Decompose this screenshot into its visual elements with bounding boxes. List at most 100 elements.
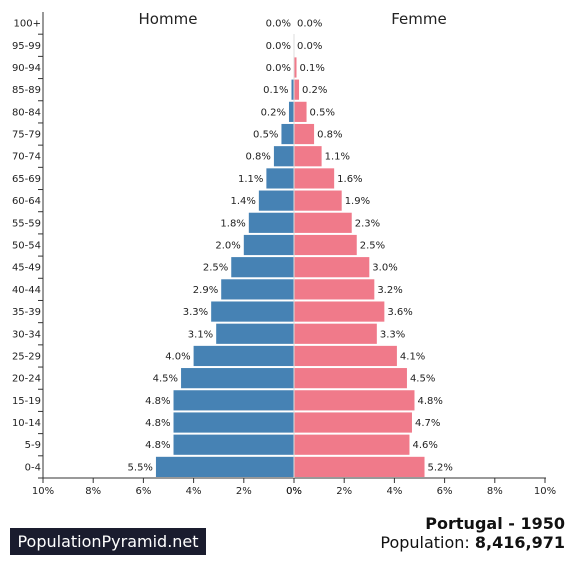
female-value-label: 4.8%	[417, 396, 442, 407]
female-value-label: 3.0%	[372, 263, 397, 274]
male-value-label: 1.8%	[220, 218, 245, 229]
age-label: 30-34	[12, 329, 41, 340]
male-value-label: 4.8%	[145, 396, 170, 407]
age-label: 55-59	[12, 218, 41, 229]
female-value-label: 5.2%	[428, 462, 453, 473]
male-bar	[155, 456, 294, 477]
male-bar	[291, 79, 294, 100]
male-value-label: 3.1%	[188, 329, 213, 340]
female-bar	[294, 101, 307, 122]
x-tick-label: 2%	[336, 486, 352, 497]
age-label: 10-14	[12, 418, 41, 429]
male-value-label: 0.8%	[246, 152, 271, 163]
male-bar	[266, 168, 294, 189]
x-tick-label: 10%	[534, 486, 556, 497]
male-bar	[211, 301, 294, 322]
male-value-label: 0.0%	[266, 41, 291, 52]
male-bar	[173, 434, 294, 455]
chart-title: Portugal - 1950	[425, 514, 565, 533]
brand-text: PopulationPyramid.net	[17, 532, 199, 551]
male-bar	[181, 368, 294, 389]
x-tick-label: 6%	[437, 486, 453, 497]
age-label: 100+	[14, 19, 41, 30]
female-value-label: 1.1%	[325, 152, 350, 163]
age-label: 25-29	[12, 351, 41, 362]
male-bar	[248, 212, 294, 233]
male-value-label: 4.8%	[145, 440, 170, 451]
female-value-label: 0.5%	[310, 107, 335, 118]
female-value-label: 3.6%	[387, 307, 412, 318]
age-label: 20-24	[12, 374, 41, 385]
female-bar	[294, 279, 375, 300]
brand-logo[interactable]: PopulationPyramid.net	[10, 528, 206, 555]
male-bar	[288, 101, 294, 122]
female-value-label: 3.3%	[380, 329, 405, 340]
male-value-label: 0.0%	[266, 63, 291, 74]
female-bar	[294, 146, 322, 167]
population-label: Population:	[380, 533, 470, 552]
x-tick-label: 10%	[32, 486, 54, 497]
male-value-label: 5.5%	[128, 462, 153, 473]
x-tick-label: 8%	[85, 486, 101, 497]
female-value-label: 2.3%	[355, 218, 380, 229]
female-bar	[294, 368, 407, 389]
male-bar	[273, 146, 294, 167]
x-tick-label: 4%	[386, 486, 402, 497]
population-value: 8,416,971	[474, 533, 565, 552]
female-bar	[294, 212, 352, 233]
female-value-label: 0.2%	[302, 85, 327, 96]
male-bar	[173, 412, 294, 433]
male-value-label: 0.5%	[253, 130, 278, 141]
x-tick-label: 4%	[186, 486, 202, 497]
age-label: 80-84	[12, 107, 41, 118]
x-tick-label: 2%	[236, 486, 252, 497]
female-value-label: 1.6%	[337, 174, 362, 185]
male-bar	[231, 257, 294, 278]
female-bar	[294, 323, 377, 344]
female-bar	[294, 301, 385, 322]
female-bar	[294, 456, 425, 477]
age-label: 85-89	[12, 85, 41, 96]
population-total: Population: 8,416,971	[380, 533, 565, 552]
male-value-label: 2.9%	[193, 285, 218, 296]
female-value-label: 0.0%	[297, 19, 322, 30]
age-label: 5-9	[25, 440, 41, 451]
x-tick-label: 8%	[487, 486, 503, 497]
female-value-label: 2.5%	[360, 241, 385, 252]
population-pyramid-chart: Homme Femme 100+ 0.0% 0.0% 95-99 0.0% 0.0% 90-94…	[12, 10, 556, 497]
age-label: 50-54	[12, 241, 41, 252]
female-bar	[294, 390, 415, 411]
male-value-label: 0.1%	[263, 85, 288, 96]
male-value-label: 1.1%	[238, 174, 263, 185]
female-bar	[294, 345, 397, 367]
x-tick-label: 0%	[286, 486, 302, 497]
male-bar	[173, 390, 294, 411]
age-label: 45-49	[12, 263, 41, 274]
female-value-label: 4.6%	[412, 440, 437, 451]
female-value-label: 4.5%	[410, 374, 435, 385]
male-value-label: 2.5%	[203, 263, 228, 274]
male-value-label: 4.5%	[153, 374, 178, 385]
right-header: Femme	[391, 10, 447, 28]
male-value-label: 0.2%	[261, 107, 286, 118]
male-value-label: 3.3%	[183, 307, 208, 318]
male-bar	[216, 323, 294, 344]
female-bar	[294, 234, 357, 256]
left-header: Homme	[139, 10, 198, 28]
age-label: 70-74	[12, 152, 41, 163]
age-label: 65-69	[12, 174, 41, 185]
female-value-label: 1.9%	[345, 196, 370, 207]
age-label: 35-39	[12, 307, 41, 318]
female-value-label: 4.1%	[400, 351, 425, 362]
female-bar	[294, 123, 315, 145]
female-value-label: 0.8%	[317, 130, 342, 141]
male-bar	[193, 345, 294, 367]
male-bar	[258, 190, 294, 211]
x-tick-label: 6%	[135, 486, 151, 497]
female-bar	[294, 412, 412, 433]
female-value-label: 0.1%	[300, 63, 325, 74]
female-bar	[294, 257, 370, 278]
male-value-label: 1.4%	[230, 196, 255, 207]
male-value-label: 0.0%	[266, 19, 291, 30]
age-label: 60-64	[12, 196, 41, 207]
